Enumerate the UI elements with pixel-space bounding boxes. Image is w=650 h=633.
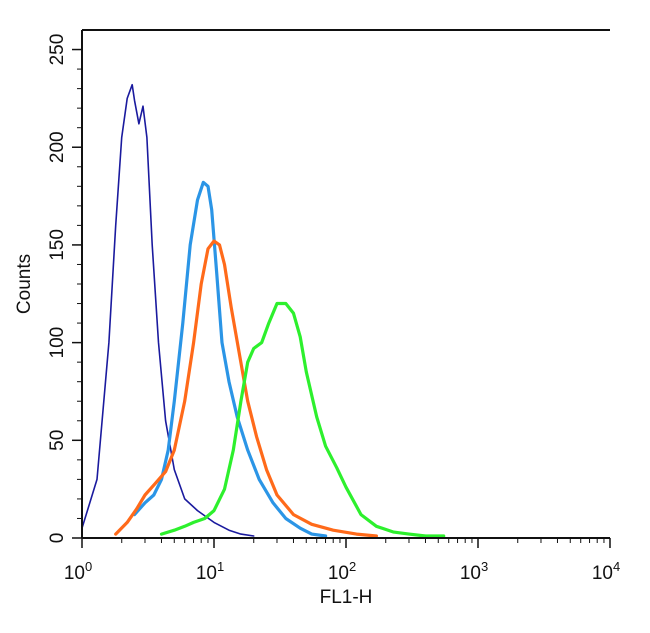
series-line-3	[114, 239, 378, 538]
x-tick-label: 102	[328, 559, 356, 584]
y-ticks: 0 50 100 150 200 250	[47, 34, 82, 544]
series-layer	[81, 83, 446, 538]
x-axis-title: FL1-H	[320, 587, 373, 608]
y-axis-title: Counts	[14, 254, 35, 314]
series-line-2	[132, 180, 328, 538]
x-tick-label: 103	[460, 559, 488, 584]
y-tick-label: 200	[47, 131, 68, 163]
y-tick-label: 250	[47, 34, 68, 66]
series-line-1	[81, 83, 255, 537]
x-ticks: 100 101 102 103 104	[64, 538, 620, 584]
y-tick-label: 0	[47, 533, 68, 544]
y-tick-label: 150	[47, 229, 68, 261]
x-tick-label: 104	[592, 559, 620, 584]
series-line-4	[159, 301, 446, 538]
x-tick-label: 101	[196, 559, 224, 584]
y-tick-label: 100	[47, 327, 68, 359]
y-tick-label: 50	[47, 430, 68, 451]
x-tick-label: 100	[64, 559, 92, 584]
